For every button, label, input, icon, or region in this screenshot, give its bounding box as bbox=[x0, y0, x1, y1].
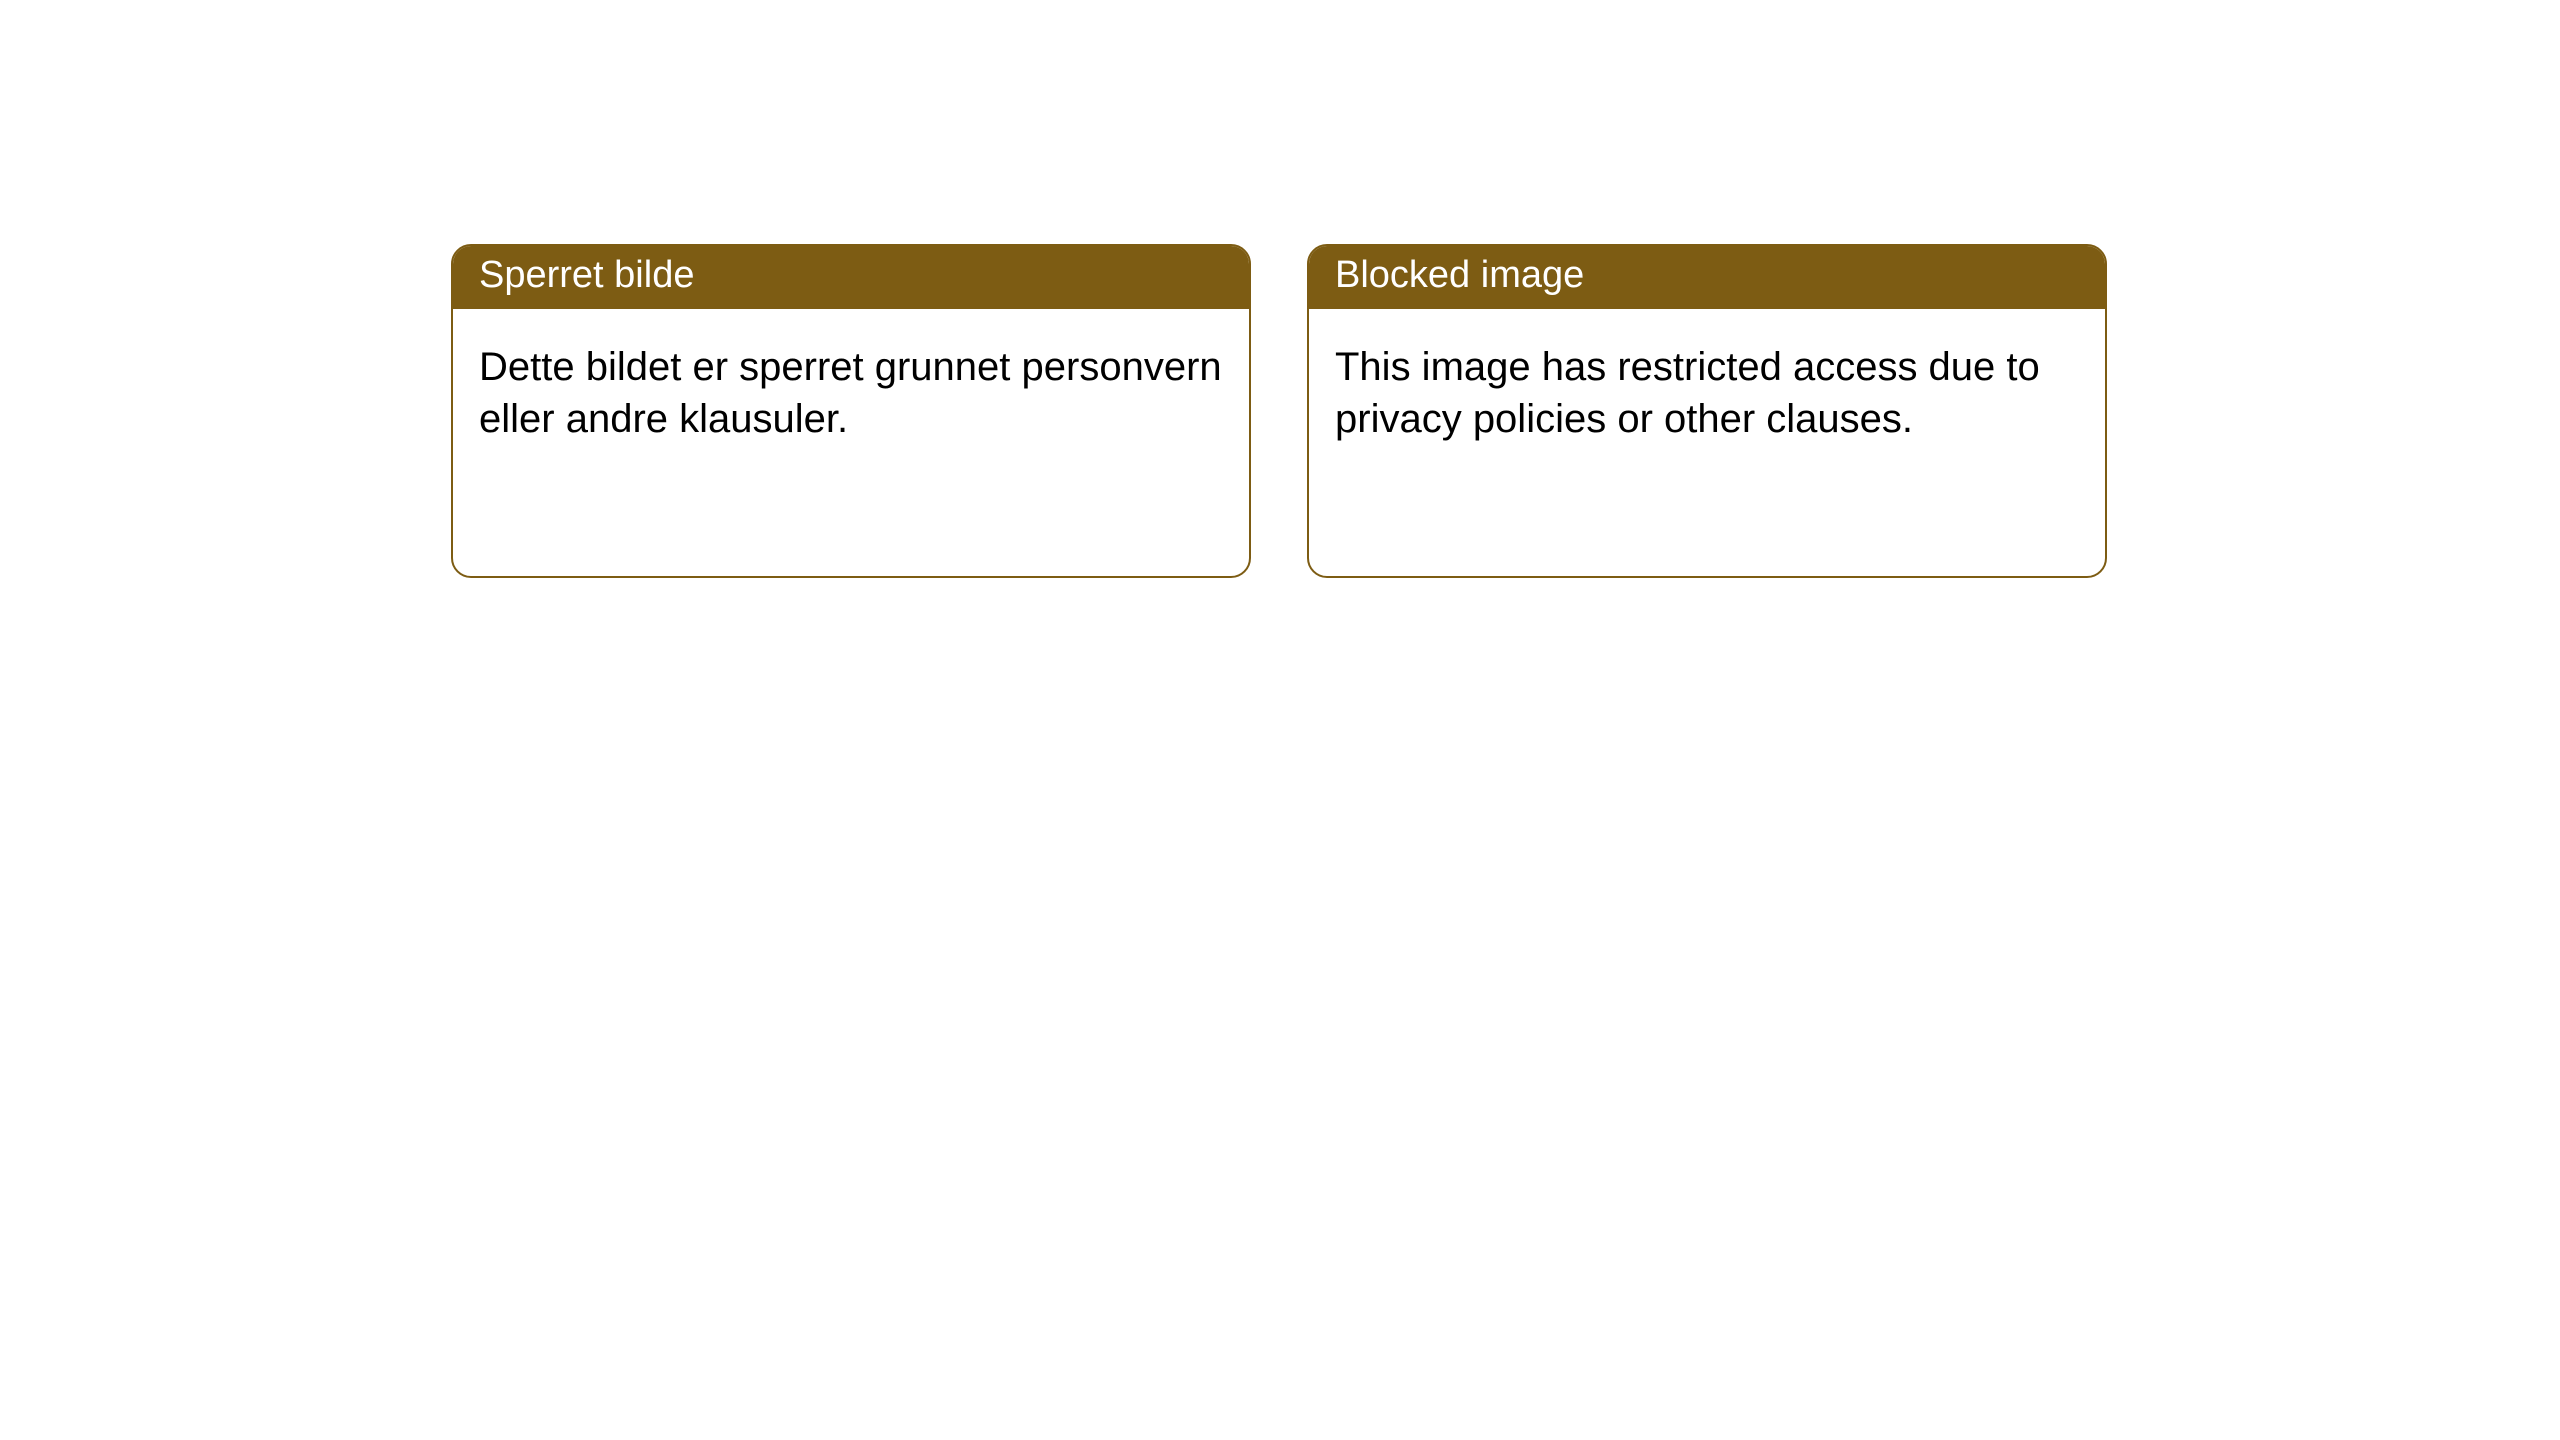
notice-header-no: Sperret bilde bbox=[453, 246, 1249, 309]
notice-title-no: Sperret bilde bbox=[479, 254, 694, 296]
notice-title-en: Blocked image bbox=[1335, 254, 1584, 296]
notice-text-en: This image has restricted access due to … bbox=[1335, 345, 2040, 441]
notice-text-no: Dette bildet er sperret grunnet personve… bbox=[479, 345, 1222, 441]
notice-body-en: This image has restricted access due to … bbox=[1309, 309, 2105, 477]
notice-card-no: Sperret bilde Dette bildet er sperret gr… bbox=[451, 244, 1251, 578]
notice-card-en: Blocked image This image has restricted … bbox=[1307, 244, 2107, 578]
notice-container: Sperret bilde Dette bildet er sperret gr… bbox=[451, 244, 2107, 578]
notice-header-en: Blocked image bbox=[1309, 246, 2105, 309]
notice-body-no: Dette bildet er sperret grunnet personve… bbox=[453, 309, 1249, 477]
